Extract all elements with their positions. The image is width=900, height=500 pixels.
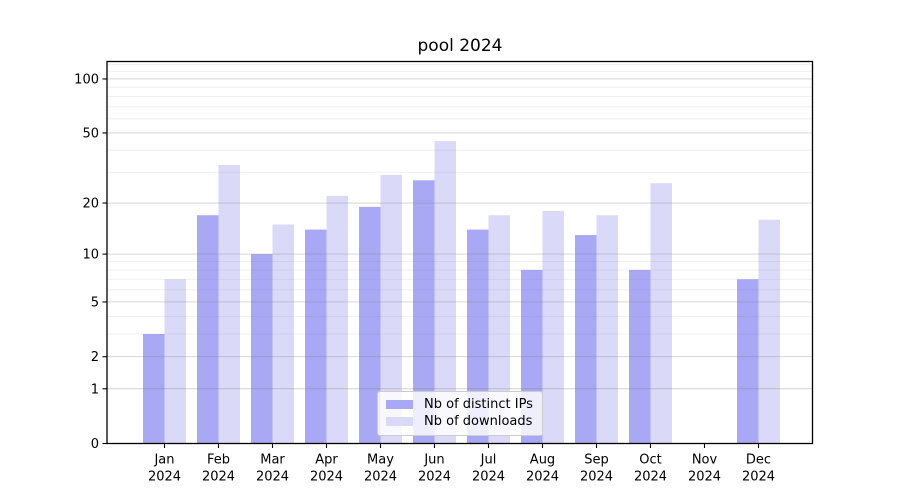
x-tick-year-mar: 2024 <box>256 470 289 485</box>
bar-distinct-ips-dec <box>737 279 759 444</box>
x-tick-label-jan: Jan <box>153 453 174 468</box>
x-tick-label-dec: Dec <box>746 453 771 468</box>
y-tick-label-2: 2 <box>91 350 99 365</box>
y-tick-label-1: 1 <box>91 382 99 397</box>
x-tick-year-may: 2024 <box>364 470 397 485</box>
legend-swatch-distinct-ips <box>386 400 413 409</box>
x-tick-year-jan: 2024 <box>148 470 181 485</box>
bar-distinct-ips-oct <box>629 269 651 444</box>
x-tick-year-oct: 2024 <box>634 470 667 485</box>
chart-legend: Nb of distinct IPs Nb of downloads <box>377 391 543 436</box>
x-tick-label-jul: Jul <box>480 453 497 468</box>
bar-downloads-aug <box>542 210 564 444</box>
x-tick-year-aug: 2024 <box>526 470 559 485</box>
legend-label-distinct-ips: Nb of distinct IPs <box>424 397 533 412</box>
bar-distinct-ips-jan <box>143 334 165 444</box>
legend-item-distinct-ips: Nb of distinct IPs <box>386 396 542 413</box>
legend-item-downloads: Nb of downloads <box>386 413 542 430</box>
x-tick-label-mar: Mar <box>260 453 285 468</box>
x-tick-year-nov: 2024 <box>688 470 721 485</box>
bar-distinct-ips-may <box>359 206 381 444</box>
legend-swatch-downloads <box>386 417 413 426</box>
bar-downloads-dec <box>758 219 780 444</box>
x-tick-label-apr: Apr <box>315 453 338 468</box>
x-tick-label-jun: Jun <box>423 453 444 468</box>
bar-downloads-jun <box>434 141 456 444</box>
x-tick-label-sep: Sep <box>584 453 609 468</box>
bar-distinct-ips-mar <box>251 254 273 444</box>
bar-distinct-ips-sep <box>575 235 597 444</box>
x-tick-label-feb: Feb <box>207 453 230 468</box>
y-tick-label-5: 5 <box>91 295 99 310</box>
bar-downloads-jul <box>488 215 510 444</box>
x-tick-year-sep: 2024 <box>580 470 613 485</box>
bar-distinct-ips-jun <box>413 180 435 444</box>
bar-distinct-ips-feb <box>197 215 219 444</box>
bar-downloads-mar <box>272 224 294 444</box>
x-tick-label-aug: Aug <box>530 453 555 468</box>
bar-downloads-sep <box>596 215 618 444</box>
x-tick-year-jun: 2024 <box>418 470 451 485</box>
y-tick-label-100: 100 <box>74 72 99 87</box>
bar-downloads-may <box>380 174 402 444</box>
x-tick-label-may: May <box>367 453 394 468</box>
bar-distinct-ips-apr <box>305 229 327 444</box>
x-tick-label-oct: Oct <box>639 453 661 468</box>
bar-downloads-oct <box>650 183 672 444</box>
bar-distinct-ips-jul <box>467 229 489 444</box>
bar-downloads-jan <box>164 279 186 444</box>
chart-title: pool 2024 <box>417 36 503 56</box>
bar-downloads-feb <box>218 164 240 444</box>
x-tick-year-apr: 2024 <box>310 470 343 485</box>
x-tick-year-jul: 2024 <box>472 470 505 485</box>
y-tick-label-20: 20 <box>82 197 99 212</box>
x-tick-year-dec: 2024 <box>742 470 775 485</box>
x-tick-label-nov: Nov <box>692 453 718 468</box>
y-tick-label-50: 50 <box>82 126 99 141</box>
x-tick-year-feb: 2024 <box>202 470 235 485</box>
bar-downloads-apr <box>326 195 348 444</box>
plot-border <box>106 60 814 445</box>
y-tick-label-10: 10 <box>82 248 99 263</box>
legend-label-downloads: Nb of downloads <box>424 414 533 429</box>
y-tick-label-0: 0 <box>91 437 99 452</box>
